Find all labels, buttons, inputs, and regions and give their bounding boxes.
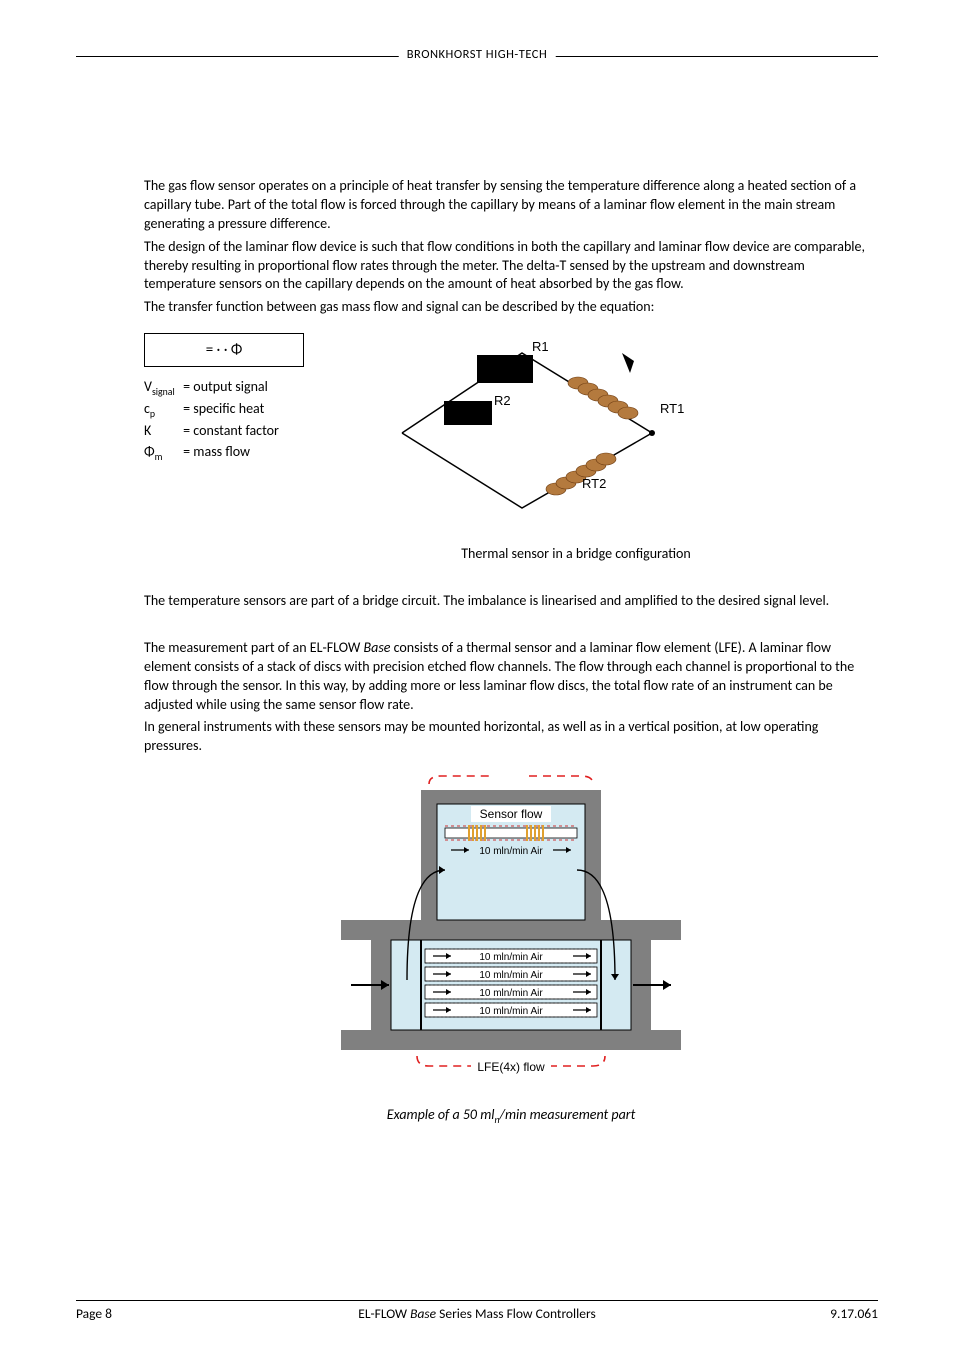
def-cp: cp = specific heat — [144, 399, 344, 421]
paragraph-6: In general instruments with these sensor… — [144, 718, 878, 756]
equation-box: = · · Φ — [144, 333, 304, 367]
paragraph-5: The measurement part of an EL-FLOW Base … — [144, 639, 878, 715]
svg-text:10 mln/min Air: 10 mln/min Air — [479, 988, 543, 999]
svg-text:10 mln/min Air: 10 mln/min Air — [479, 846, 543, 857]
svg-text:RT2: RT2 — [582, 476, 606, 491]
footer-doc-no: 9.17.061 — [830, 1305, 878, 1322]
svg-text:R2: R2 — [494, 393, 511, 408]
paragraph-2: The design of the laminar flow device is… — [144, 238, 878, 295]
svg-text:10 mln/min Air: 10 mln/min Air — [479, 1006, 543, 1017]
footer-page: Page 8 — [76, 1305, 112, 1322]
def-k: K = constant factor — [144, 421, 344, 441]
header-brand: BRONKHORST HIGH-TECH — [399, 47, 556, 62]
svg-text:RT1: RT1 — [660, 401, 684, 416]
equation-left: = · · Φ Vsignal = output signal cp = spe… — [144, 333, 344, 464]
svg-text:10 mln/min Air: 10 mln/min Air — [479, 970, 543, 981]
lfe-diagram-wrap: 10 mln/min Air 10 mln/min Air 10 mln/min A… — [144, 770, 878, 1127]
page-footer: Page 8 EL-FLOW Base Series Mass Flow Con… — [76, 1300, 878, 1322]
footer-title: EL-FLOW Base Series Mass Flow Controller… — [358, 1305, 595, 1322]
equation-row: = · · Φ Vsignal = output signal cp = spe… — [144, 333, 878, 539]
symbol-definitions: Vsignal = output signal cp = specific he… — [144, 377, 344, 463]
header-rule: BRONKHORST HIGH-TECH — [76, 56, 878, 57]
svg-text:Sensor flow: Sensor flow — [480, 807, 543, 821]
def-vsignal: Vsignal = output signal — [144, 377, 344, 399]
caption-bridge: Thermal sensor in a bridge configuration — [274, 545, 878, 564]
svg-text:LFE(4x) flow: LFE(4x) flow — [477, 1060, 545, 1074]
def-phi: Φm = mass flow — [144, 442, 344, 464]
svg-text:R1: R1 — [532, 339, 549, 354]
bridge-diagram: R1 R2 RT1 RT2 — [372, 333, 732, 539]
paragraph-4: The temperature sensors are part of a br… — [144, 592, 878, 611]
paragraph-3: The transfer function between gas mass f… — [144, 298, 878, 317]
paragraph-1: The gas flow sensor operates on a princi… — [144, 177, 878, 234]
caption-lfe: Example of a 50 mln/min measurement part — [144, 1106, 878, 1127]
svg-text:10 mln/min Air: 10 mln/min Air — [479, 952, 543, 963]
lfe-diagram: 10 mln/min Air 10 mln/min Air 10 mln/min A… — [321, 770, 701, 1090]
main-content: The gas flow sensor operates on a princi… — [144, 177, 878, 1127]
